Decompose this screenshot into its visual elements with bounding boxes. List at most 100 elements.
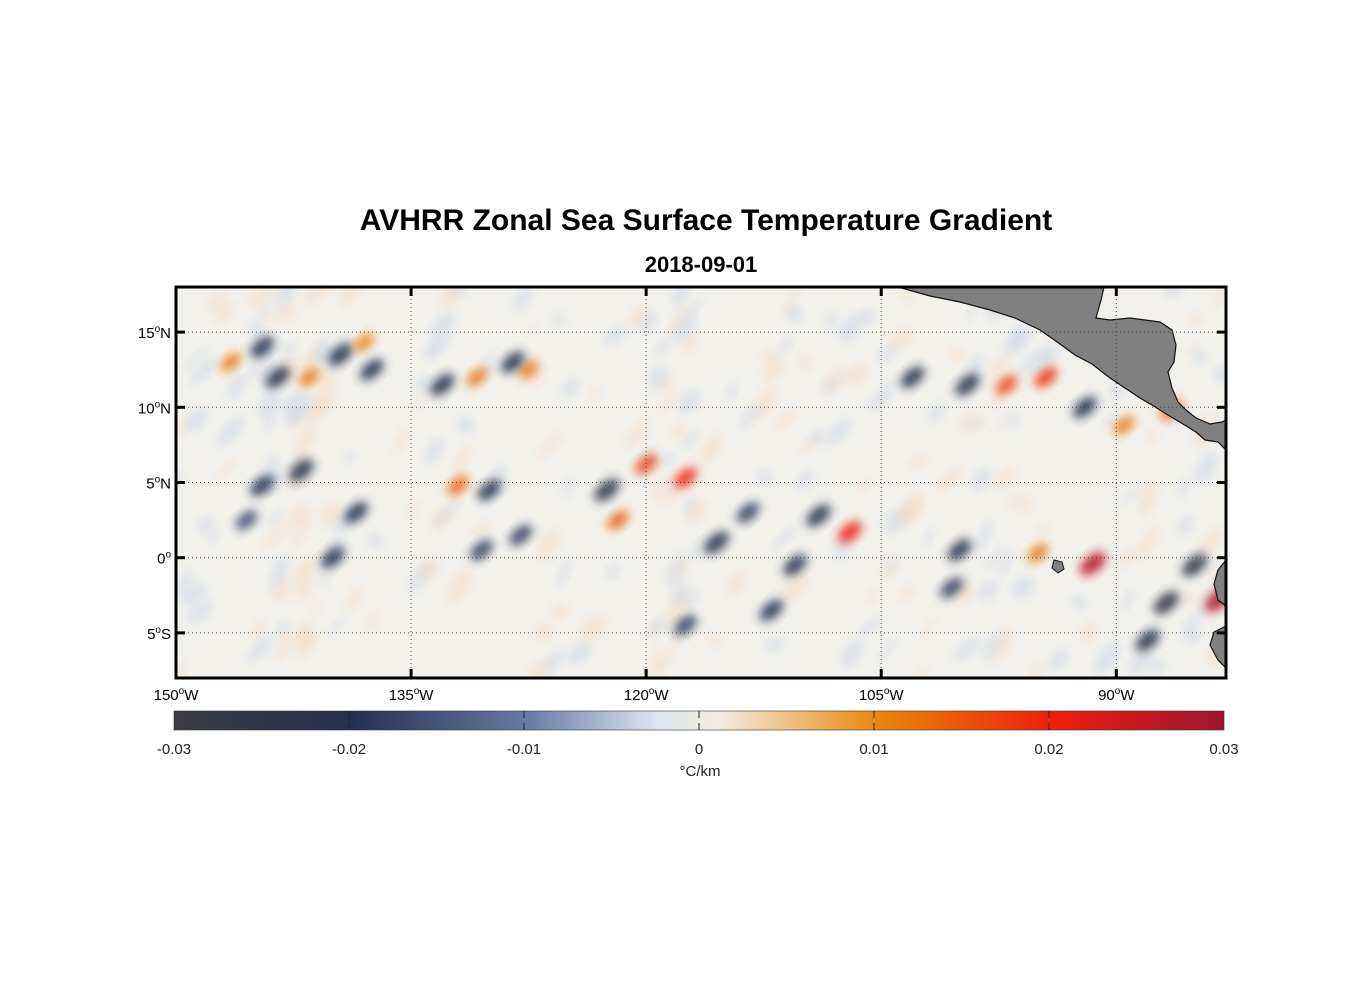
texture-blob [196,516,214,534]
texture-blob [552,603,569,620]
texture-blob [1011,576,1035,599]
texture-blob [187,599,214,625]
texture-blob [1102,414,1116,430]
texture-blob [765,635,784,653]
y-tick-label: 10oN [138,399,171,417]
texture-blob [578,616,606,642]
texture-blob [470,520,491,539]
texture-blob [301,287,331,305]
texture-blob [1120,589,1136,611]
texture-blob [994,467,1016,488]
texture-blob [858,308,875,326]
chart-subtitle: 2018-09-01 [644,252,758,277]
gradient-feature [704,531,730,555]
gradient-feature [477,479,502,501]
texture-blob [774,409,796,431]
texture-blob [798,355,813,370]
texture-blob [663,489,679,504]
texture-blob [964,304,978,322]
texture-blob [628,304,649,329]
texture-blob [839,314,861,343]
texture-blob [700,433,722,464]
texture-blob [530,366,546,389]
gradient-feature [635,454,658,475]
colorbar-ticks: -0.03 -0.02 -0.01 0 0.01 0.02 0.03 [157,711,1239,758]
texture-blob [1093,641,1121,674]
gradient-feature [1034,366,1058,388]
texture-blob [205,290,226,312]
texture-blob [311,600,322,612]
texture-blob [563,477,575,496]
texture-blob [688,541,708,559]
texture-blob [786,305,803,322]
texture-blob [762,349,780,368]
texture-blob [1120,546,1135,568]
gradient-feature [466,368,487,387]
texture-blob [256,304,270,323]
gradient-feature [594,478,620,502]
texture-blob [1177,515,1194,535]
texture-blob [265,455,279,469]
land-central-america [897,287,1226,451]
texture-blob [900,584,915,602]
texture-blob [274,619,291,638]
texture-blob [971,467,991,492]
texture-blob [671,579,688,606]
texture-blob [317,372,336,392]
texture-blob [1007,411,1019,430]
texture-blob [981,631,1002,662]
texture-blob [795,470,814,491]
texture-blob [526,321,540,335]
texture-blob [987,354,1009,379]
y-tick-label: 15oN [138,324,171,342]
texture-blob [589,387,599,399]
gradient-feature [235,510,258,530]
texture-blob [215,416,246,447]
texture-blob [841,640,862,668]
texture-blob [985,544,1006,572]
texture-blob [909,453,926,471]
texture-blob [1037,523,1050,536]
texture-blob [761,359,786,383]
gradient-feature [470,539,493,561]
colorbar-tick-label: -0.03 [157,741,191,758]
texture-blob [457,416,475,434]
land-layer [897,287,1226,669]
gradient-feature [900,366,925,388]
texture-blob [258,391,279,421]
texture-blob [289,517,311,551]
texture-blob [1012,328,1031,349]
texture-blob [288,504,311,527]
texture-blob [654,339,669,358]
land-galapagos [1051,559,1065,574]
texture-blob [649,654,666,676]
texture-blob [900,288,915,303]
texture-blob [823,417,853,447]
texture-blob [1137,524,1159,561]
texture-blob [277,302,296,321]
texture-blob [328,616,346,634]
texture-blob [312,339,332,363]
texture-blob [177,567,193,598]
x-tick-label: 90oW [1098,686,1135,704]
texture-blob [281,341,297,356]
texture-blob [494,465,508,479]
texture-blob [281,391,304,417]
x-tick-label: 120oW [624,686,670,704]
texture-blob [959,411,980,432]
texture-blob [300,617,312,636]
texture-blob [672,312,697,343]
texture-blob [319,502,341,527]
gradient-feature [995,374,1018,395]
gradient-feature [328,343,353,366]
gradient-feature [947,539,972,561]
texture-blob [1121,485,1141,504]
texture-blob [1186,341,1200,355]
gradient-feature [1153,591,1180,615]
texture-blob [935,466,964,493]
texture-blob [1109,382,1125,399]
texture-blob [542,648,565,675]
texture-blob [180,582,207,607]
texture-blob [824,367,850,392]
